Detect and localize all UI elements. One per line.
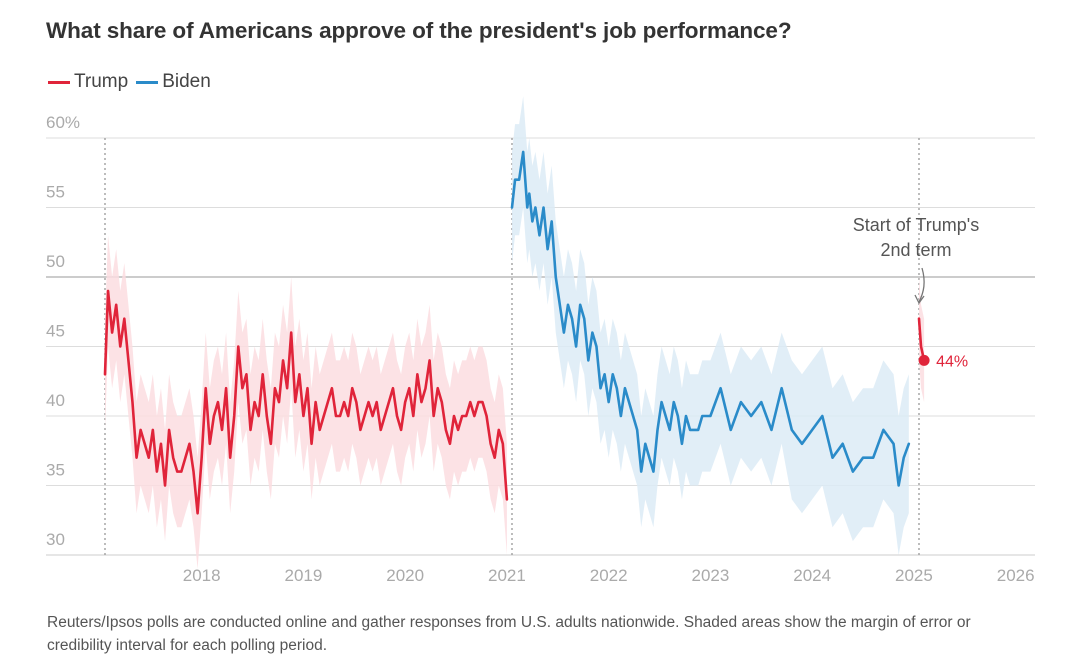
annotation-group: Start of Trump's 2nd term 44% xyxy=(853,215,979,370)
approval-chart: 60% 55 50 45 40 35 30 2018 2019 2020 2021 2022 2023 2… xyxy=(46,96,1035,585)
legend-label-biden: Biden xyxy=(162,71,211,92)
x-tick-label: 2026 xyxy=(997,566,1035,585)
chart-title: What share of Americans approve of the p… xyxy=(46,18,792,43)
y-tick-label: 35 xyxy=(46,461,65,480)
biden-term-band xyxy=(512,96,909,556)
axis-labels: 60% 55 50 45 40 35 30 2018 2019 2020 2021 2022 2023 2… xyxy=(46,113,1035,585)
x-tick-label: 2022 xyxy=(590,566,628,585)
x-tick-label: 2021 xyxy=(488,566,526,585)
y-tick-label: 30 xyxy=(46,530,65,549)
x-tick-label: 2019 xyxy=(284,566,322,585)
legend-swatch-trump xyxy=(48,80,70,84)
source-note: Reuters/Ipsos polls are conducted online… xyxy=(47,614,971,654)
x-tick-label: 2024 xyxy=(793,566,831,585)
annotation-arrow xyxy=(918,267,925,303)
legend-item-biden: Biden xyxy=(136,71,211,93)
y-tick-label: 60% xyxy=(46,113,80,132)
latest-point xyxy=(918,354,930,366)
y-tick-label: 55 xyxy=(46,183,65,202)
biden-term-line xyxy=(510,150,911,487)
annotation-arrowhead xyxy=(914,294,925,305)
y-tick-label: 40 xyxy=(46,391,65,410)
annotation-line-2: 2nd term xyxy=(880,240,951,260)
legend-label-trump: Trump xyxy=(74,71,129,92)
x-tick-label: 2023 xyxy=(691,566,729,585)
y-tick-label: 50 xyxy=(46,252,65,271)
x-tick-label: 2025 xyxy=(895,566,933,585)
legend-swatch-biden xyxy=(136,80,159,84)
x-tick-label: 2018 xyxy=(183,566,221,585)
x-tick-label: 2020 xyxy=(386,566,424,585)
trump-first-term-line xyxy=(103,289,509,515)
legend-item-trump: Trump xyxy=(48,71,128,93)
legend: Trump Biden xyxy=(48,71,219,93)
y-tick-label: 45 xyxy=(46,322,65,341)
annotation-line-1: Start of Trump's xyxy=(853,215,979,235)
latest-value-label: 44% xyxy=(936,353,968,370)
bands xyxy=(105,96,925,569)
